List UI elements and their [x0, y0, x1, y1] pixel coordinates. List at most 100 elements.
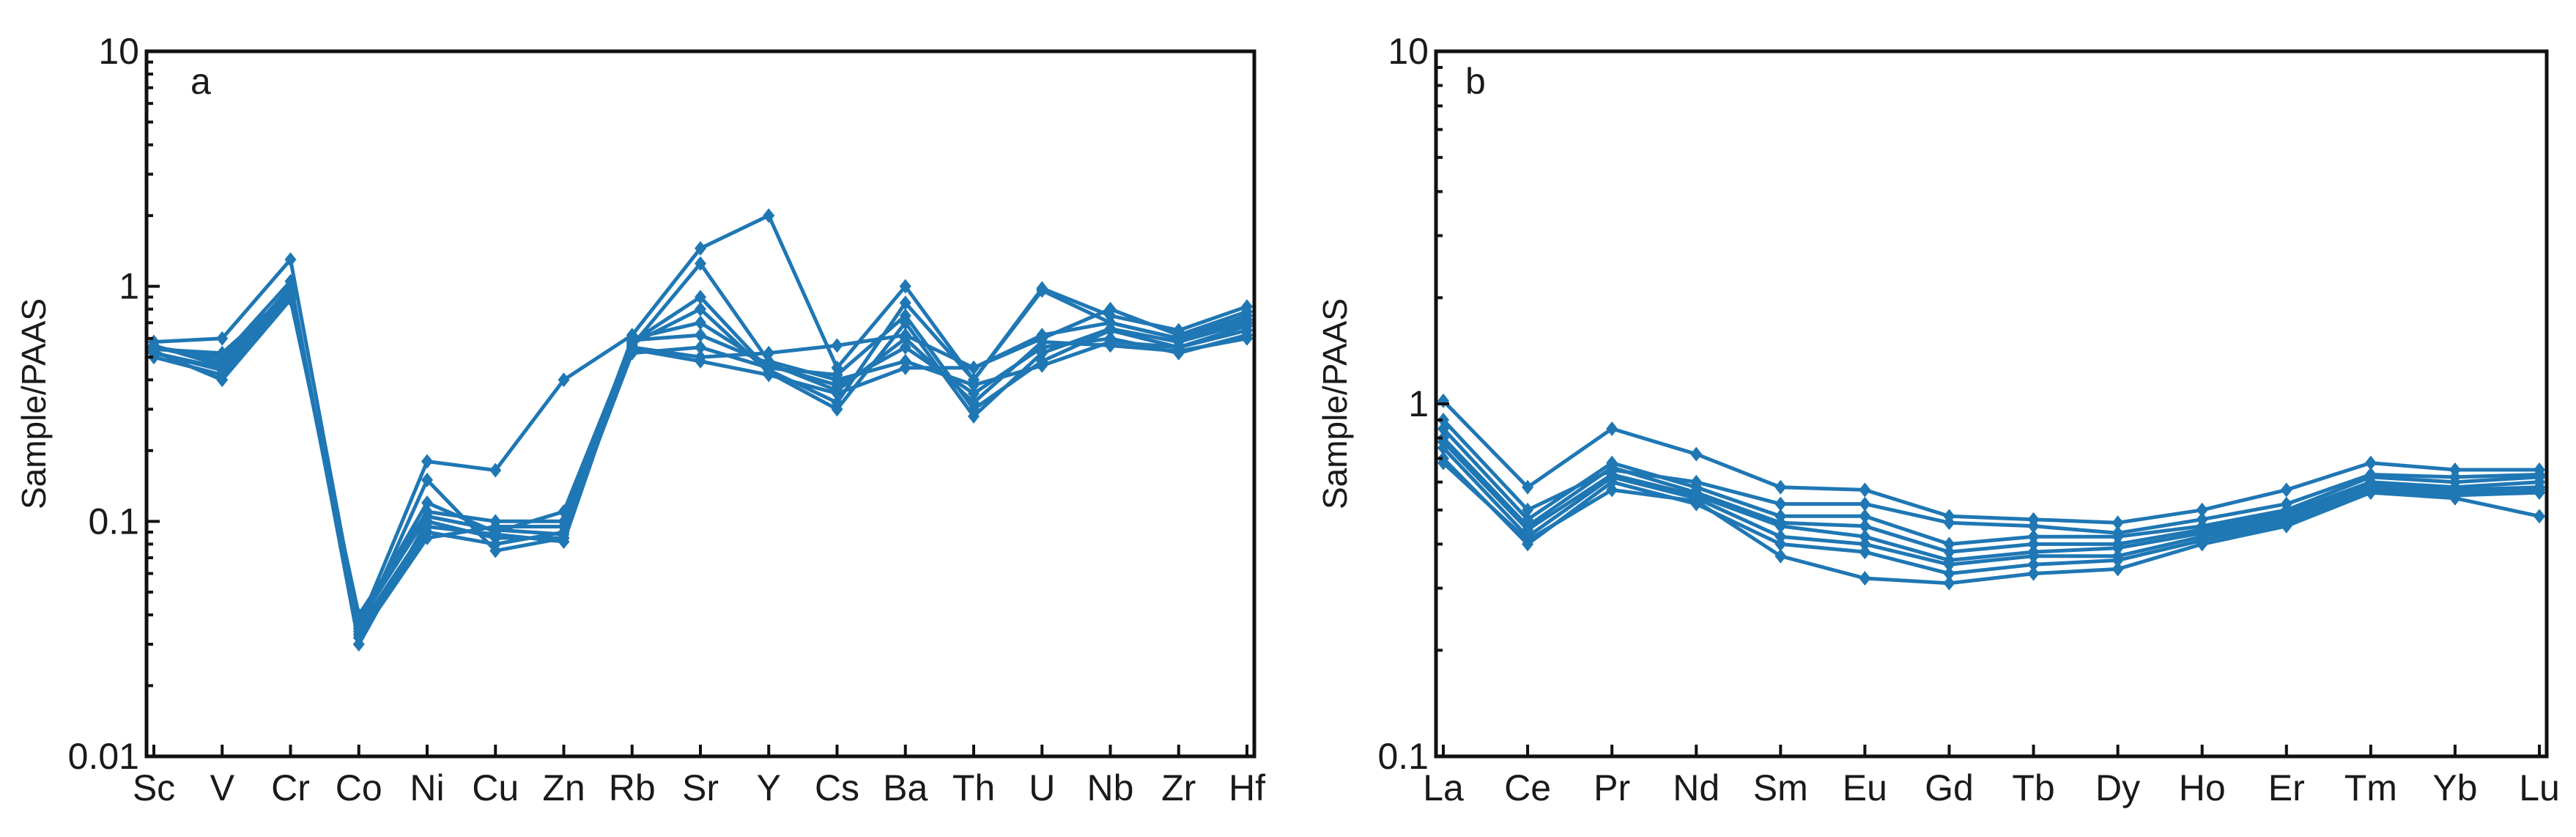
data-point-S1: [284, 252, 297, 268]
data-point-S4: [1859, 518, 1871, 534]
panel-a-xtick-label: Ni: [410, 767, 444, 808]
series-line-S8: [1442, 461, 2540, 586]
data-point-S7: [899, 360, 911, 375]
panel-b-xtick-label: Tb: [2012, 767, 2054, 808]
data-point-S2: [2027, 518, 2040, 534]
data-point-S8: [2280, 518, 2292, 534]
panel-a-xtick-label: Th: [952, 767, 995, 808]
data-point-S1: [558, 372, 570, 388]
panel-b-xtick-label: Er: [2268, 767, 2305, 808]
panel-b-ytick-label: 0.1: [1377, 736, 1429, 777]
data-point-S4: [899, 295, 911, 311]
panel-b-xtick-label: Sm: [1753, 767, 1808, 808]
data-point-S9: [968, 395, 980, 410]
panel-a-ticks: [147, 50, 1248, 758]
data-point-S8: [1774, 548, 1787, 564]
data-point-S2: [1859, 496, 1871, 512]
panel-a-ytick-label: 10: [98, 31, 139, 72]
data-point-S9: [831, 383, 843, 398]
data-point-S9: [558, 527, 570, 542]
data-point-S9: [1241, 331, 1253, 346]
data-point-S5: [1859, 529, 1871, 545]
data-point-S1: [2196, 502, 2208, 517]
panel-b-xtick-label: Eu: [1843, 767, 1887, 808]
data-point-S7: [1104, 301, 1117, 317]
data-point-S1: [2364, 455, 2377, 471]
data-point-S2: [1943, 515, 1955, 531]
panel-a-marks: [148, 208, 1253, 652]
panel-a-ytick-label: 0.01: [68, 736, 139, 777]
panel-b-letter: b: [1465, 61, 1486, 102]
data-point-S1: [2111, 515, 2124, 531]
data-point-S8: [1943, 575, 1955, 591]
data-point-S9: [489, 522, 502, 537]
panel-a-xtick-label: Cu: [472, 767, 519, 808]
panel-b-marks: [1437, 393, 2545, 591]
panel-b-xtick-label: Ho: [2179, 767, 2226, 808]
data-point-S7: [2111, 553, 2124, 568]
data-point-S8: [1522, 533, 1534, 548]
data-point-S5: [695, 315, 706, 331]
panel-a-xtick-label: Cr: [271, 767, 310, 808]
data-point-S3: [2111, 529, 2124, 545]
data-point-S4: [1036, 283, 1048, 298]
data-point-S6: [2027, 548, 2040, 564]
data-point-S9: [421, 509, 433, 524]
data-point-S8: [2111, 561, 2124, 577]
data-point-S1: [1774, 479, 1787, 495]
data-point-S7: [421, 530, 433, 545]
data-point-S8: [695, 301, 706, 317]
panel-a-xtick-label: Nb: [1087, 767, 1134, 808]
data-point-S6: [1774, 529, 1787, 545]
data-point-S6: [695, 256, 706, 271]
data-point-S9: [763, 355, 775, 371]
data-point-S9: [899, 331, 911, 346]
data-point-S8: [763, 365, 775, 380]
data-point-S8: [216, 345, 229, 361]
panel-a-xtick-label: Sc: [133, 767, 175, 808]
data-point-S1: [421, 454, 433, 469]
data-point-S3: [1943, 537, 1955, 552]
data-point-S8: [1104, 321, 1117, 336]
data-point-S8: [968, 408, 980, 424]
series-line-S3: [1442, 427, 2540, 546]
panel-a-xtick-label: Sr: [682, 767, 719, 808]
panel-b-ylabel: Sample/PAAS: [1316, 298, 1354, 509]
data-point-S7: [2534, 485, 2545, 501]
data-point-S1: [1606, 421, 1618, 436]
series-line-S4: [1442, 436, 2540, 554]
data-point-S7: [968, 360, 980, 375]
data-point-S8: [1241, 315, 1253, 331]
data-point-S7: [2027, 557, 2040, 572]
data-point-S7: [1774, 537, 1787, 552]
panel-a-labels: 0.01 0.1 1 10 Sc V Cr Co Ni Cu Zn Rb Sr Y Cs Ba Th U Nb Zr H…: [68, 31, 1265, 808]
panel-b-xtick-label: Dy: [2095, 767, 2140, 808]
panel-a-xtick-label: Zr: [1161, 767, 1196, 808]
data-point-S8: [899, 315, 911, 331]
data-point-S5: [2111, 540, 2124, 556]
panel-b-xtick-label: Gd: [1925, 767, 1974, 808]
panel-a-xtick-label: Y: [757, 767, 781, 808]
data-point-S9: [284, 290, 297, 305]
data-point-S9: [1104, 338, 1117, 353]
panel-b: 0.1 1 10 La Ce Pr Nd Sm Eu Gd Tb Dy Ho Er Tm Yb Lu b Sam…: [1316, 31, 2560, 808]
data-point-S9: [216, 362, 229, 377]
panel-b-xtick-label: La: [1423, 767, 1464, 808]
data-point-S6: [1943, 557, 1955, 572]
data-point-S2: [1437, 413, 1449, 428]
data-point-S4: [1943, 545, 1955, 560]
series-line-S6: [1442, 446, 2540, 567]
data-point-S9: [352, 615, 365, 630]
data-point-S6: [1241, 322, 1253, 338]
data-point-S8: [1172, 334, 1185, 350]
data-point-S4: [2027, 537, 2040, 552]
data-point-S6: [1437, 440, 1449, 456]
data-point-S3: [1437, 421, 1449, 436]
data-point-S6: [489, 543, 502, 558]
panel-a-xtick-label: Co: [336, 767, 382, 808]
data-point-S8: [2364, 485, 2377, 501]
panel-b-xtick-label: Tm: [2344, 767, 2397, 808]
data-point-S1: [216, 331, 229, 346]
panel-b-ytick-label: 1: [1408, 383, 1429, 424]
